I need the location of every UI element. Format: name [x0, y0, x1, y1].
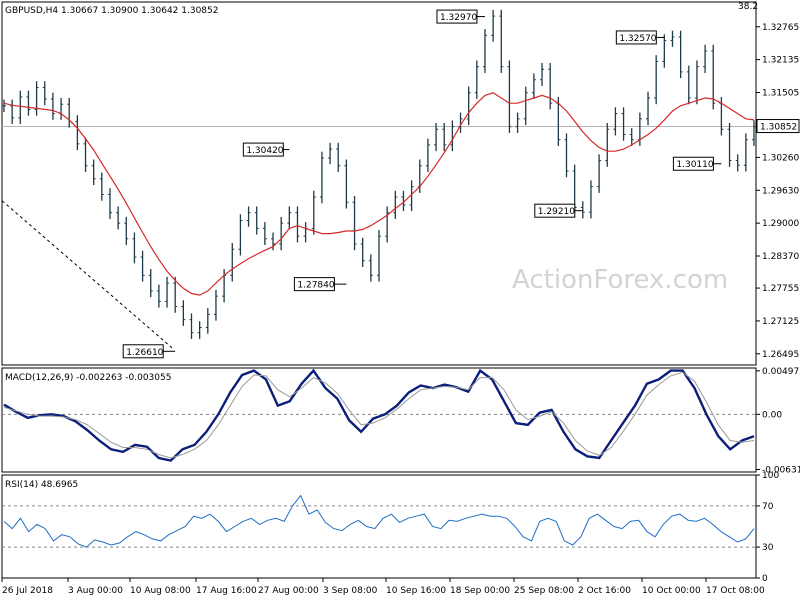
annotation-label: 1.30420	[246, 146, 283, 156]
price-tick-label: 1.30260	[762, 153, 799, 163]
annotation-label: 1.27840	[297, 281, 334, 291]
annotation-label: 1.29210	[538, 207, 575, 217]
chart-title: GBPUSD,H4 1.30667 1.30900 1.30642 1.3085…	[5, 6, 218, 16]
annotation-label: 1.30110	[676, 160, 713, 170]
price-tick-label: 1.31505	[762, 88, 799, 98]
moving-average-line	[3, 92, 755, 296]
x-tick-label: 17 Aug 16:00	[196, 586, 257, 596]
rsi-title: RSI(14) 48.6965	[5, 480, 78, 490]
current-price-label: 1.30852	[760, 123, 797, 133]
x-tick-label: 2 Oct 16:00	[578, 586, 631, 596]
x-tick-label: 25 Sep 08:00	[514, 586, 574, 596]
annotation-label: 1.26610	[126, 348, 163, 358]
x-tick-label: 10 Aug 08:00	[130, 586, 191, 596]
price-tick-label: 1.29000	[762, 219, 799, 229]
rsi-tick-label: 0	[762, 574, 768, 584]
macd-macd-line	[3, 368, 755, 462]
pane-border-2	[1, 474, 757, 579]
x-tick-label: 18 Sep 00:00	[450, 586, 510, 596]
pane-border-0	[1, 1, 757, 366]
price-tick-label: 1.32135	[762, 56, 799, 66]
x-tick-label: 26 Jul 2018	[2, 586, 53, 596]
macd-tick-label: 0.00	[762, 410, 782, 420]
price-tick-label: 1.27755	[762, 284, 799, 294]
annotation-label: 1.32570	[619, 34, 656, 44]
annotation-label: 1.32970	[440, 13, 477, 23]
watermark: ActionForex.com	[512, 265, 728, 295]
price-tick-label: 1.26495	[762, 350, 799, 360]
top-right-label: 38.2	[738, 2, 758, 12]
trend-line	[1, 200, 173, 349]
x-tick-label: 10 Oct 00:00	[642, 586, 701, 596]
macd-signal-line	[3, 371, 755, 459]
price-tick-label: 1.29630	[762, 186, 799, 196]
rsi-tick-label: 70	[762, 502, 774, 512]
x-tick-label: 10 Sep 16:00	[386, 586, 446, 596]
price-tick-label: 1.32765	[762, 23, 799, 33]
x-tick-label: 27 Aug 00:00	[258, 586, 319, 596]
price-tick-label: 1.28370	[762, 252, 799, 262]
rsi-tick-label: 100	[762, 471, 779, 481]
x-tick-label: 17 Oct 08:00	[706, 586, 765, 596]
macd-title: MACD(12,26,9) -0.002263 -0.003055	[5, 373, 171, 383]
x-tick-label: 3 Sep 08:00	[323, 586, 378, 596]
rsi-tick-label: 30	[762, 543, 774, 553]
macd-tick-label: 0.004971	[762, 367, 800, 377]
current-price-box	[756, 119, 800, 134]
rsi-line	[3, 494, 755, 548]
price-tick-label: 1.27125	[762, 317, 799, 327]
pane-border-1	[1, 367, 757, 473]
macd-tick-label: -0.006311	[762, 465, 800, 475]
x-tick-label: 3 Aug 00:00	[68, 586, 123, 596]
